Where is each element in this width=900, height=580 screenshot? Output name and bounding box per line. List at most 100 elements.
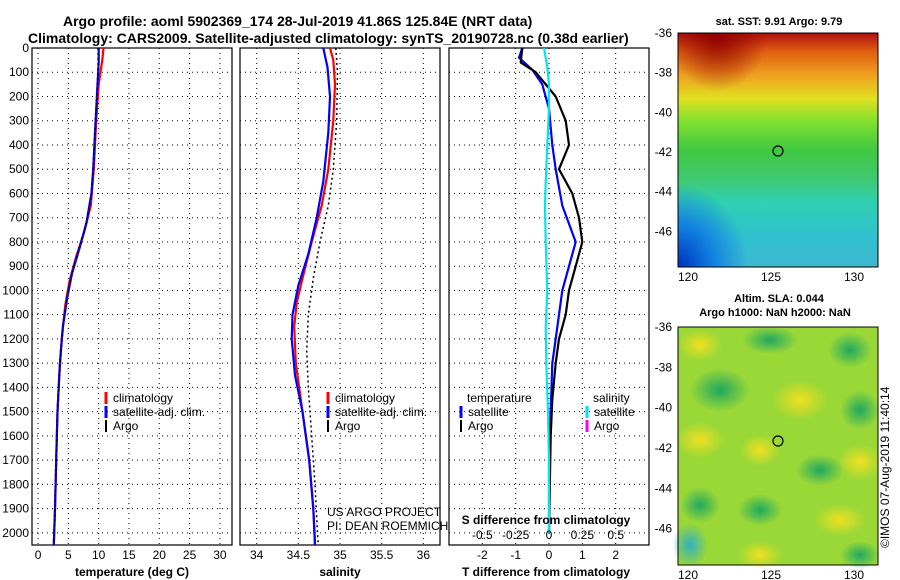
map-lat-label: -42 (655, 441, 673, 455)
sla-map: Altim. SLA: 0.044 Argo h1000: NaN h2000:… (655, 293, 882, 580)
float-location-marker (772, 145, 784, 157)
map-lon-label: 120 (678, 568, 698, 580)
y-tick-label: 1200 (2, 332, 29, 346)
x-tick-label: 35.5 (370, 548, 394, 562)
y-tick-label: 100 (9, 65, 29, 79)
y-tick-label: 1600 (2, 429, 29, 443)
y-tick-label: 600 (9, 186, 29, 200)
y-tick-label: 1300 (2, 356, 29, 370)
legend-s-argo-label: Argo (594, 419, 620, 433)
y-tick-label: 1000 (2, 283, 29, 297)
x-tick-label: 0 (546, 548, 553, 562)
y-tick-label: 1800 (2, 477, 29, 491)
y-tick-label: 1500 (2, 405, 29, 419)
x-tick-label: 5 (65, 548, 72, 562)
x-tick-label: -2 (477, 548, 488, 562)
salinity-legend: climatology satellite-adj. clim. Argo (326, 391, 427, 433)
salinity-xlabel: salinity (319, 565, 361, 579)
map-lat-label: -44 (655, 185, 673, 199)
legend-climatology-label: climatology (113, 391, 173, 405)
legend-argo-label: Argo (113, 419, 139, 433)
temperature-panel: 0 100 200 300 400 500 600 700 800 900 1000 1100 1200… (2, 41, 233, 579)
sst-map-frame (677, 32, 879, 268)
map-lat-label: -36 (655, 320, 673, 334)
y-tick-label: 500 (9, 162, 29, 176)
title-line-2: Climatology: CARS2009. Satellite-adjuste… (28, 30, 629, 46)
float-location-marker (772, 435, 784, 447)
s-tick-label: 0 (546, 528, 553, 542)
map-lat-label: -42 (655, 145, 673, 159)
y-tick-label: 1700 (2, 453, 29, 467)
sst-map: sat. SST: 9.91 Argo: 9.79 (655, 16, 879, 284)
x-tick-label: 2 (612, 548, 619, 562)
x-tick-label: 20 (153, 548, 167, 562)
salinity-plot-frame (239, 47, 441, 546)
map-lon-label: 120 (678, 270, 698, 284)
y-tick-label: 1400 (2, 380, 29, 394)
x-tick-label: 25 (183, 548, 197, 562)
series-line-temperature-argo (519, 47, 584, 533)
sla-map-frame (677, 326, 879, 566)
x-tick-label: 36 (417, 548, 431, 562)
y-tick-label: 300 (9, 114, 29, 128)
map-lat-label: -46 (655, 224, 673, 238)
y-tick-label: 2000 (2, 526, 29, 540)
s-tick-label: 0.25 (571, 528, 595, 542)
x-tick-label: 30 (213, 548, 227, 562)
y-tick-label: 1900 (2, 502, 29, 516)
map-lon-label: 125 (761, 568, 781, 580)
y-tick-label: 200 (9, 89, 29, 103)
pi-annotation: PI: DEAN ROEMMICH (327, 519, 448, 533)
map-lon-label: 130 (844, 568, 864, 580)
s-difference-xlabel: S difference from climatology (462, 513, 631, 527)
s-tick-label: -0.25 (502, 528, 530, 542)
series-line-salinity-satellite (542, 47, 551, 533)
map-lon-label: 125 (761, 270, 781, 284)
temperature-legend: climatology satellite-adj. clim. Argo (104, 391, 205, 433)
temperature-xlabel: temperature (deg C) (75, 565, 189, 579)
legend-salinity-title: salinity (593, 391, 630, 405)
map-lat-label: -38 (655, 66, 673, 80)
difference-legend: temperature satellite Argo salinity sate… (459, 391, 635, 433)
series-line-argo (53, 48, 99, 546)
t-difference-xlabel: T difference from climatology (462, 565, 630, 579)
y-tick-label: 800 (9, 235, 29, 249)
y-tick-label: 400 (9, 138, 29, 152)
map-lat-label: -36 (655, 26, 673, 40)
map-lat-label: -46 (655, 522, 673, 536)
legend-argo-label: Argo (335, 419, 361, 433)
sla-map-title-1: Altim. SLA: 0.044 (734, 293, 825, 305)
y-tick-label: 1100 (3, 308, 29, 322)
legend-t-satellite-label: satellite (468, 405, 509, 419)
x-tick-label: -1 (510, 548, 521, 562)
sst-warm-patch (678, 33, 878, 267)
s-tick-label: -0.5 (472, 528, 493, 542)
x-tick-label: 0 (35, 548, 42, 562)
series-line-satellite-adj-clim- (290, 47, 332, 546)
difference-panel: -2 -1 0 1 2 -0.5 -0.25 0 0.25 0.5 S difference f… (448, 47, 650, 579)
map-lon-label: 130 (844, 270, 864, 284)
map-lat-label: -38 (655, 360, 673, 374)
sla-map-title-2: Argo h1000: NaN h2000: NaN (699, 307, 851, 319)
x-tick-label: 34 (250, 548, 264, 562)
legend-t-argo-label: Argo (468, 419, 494, 433)
legend-s-satellite-label: satellite (594, 405, 635, 419)
map-lat-label: -40 (655, 401, 673, 415)
series-line-argo (305, 47, 339, 546)
x-tick-label: 15 (122, 548, 136, 562)
x-tick-label: 34.5 (287, 548, 311, 562)
salinity-panel: 34 34.5 35 35.5 36 salinity climatology sate… (239, 47, 448, 579)
series-line-temperature-satellite (517, 47, 577, 533)
sla-blobs (672, 326, 882, 569)
temperature-plot-frame (31, 47, 233, 546)
x-tick-label: 10 (92, 548, 106, 562)
x-tick-label: 1 (579, 548, 586, 562)
legend-temperature-title: temperature (467, 391, 532, 405)
project-annotation: US ARGO PROJECT (327, 505, 442, 519)
imos-credit: ©IMOS 07-Aug-2019 11:40:14 (878, 386, 892, 548)
legend-climatology-label: climatology (335, 391, 395, 405)
y-tick-label: 900 (9, 259, 29, 273)
map-lat-label: -44 (655, 481, 673, 495)
y-tick-label: 700 (9, 211, 29, 225)
